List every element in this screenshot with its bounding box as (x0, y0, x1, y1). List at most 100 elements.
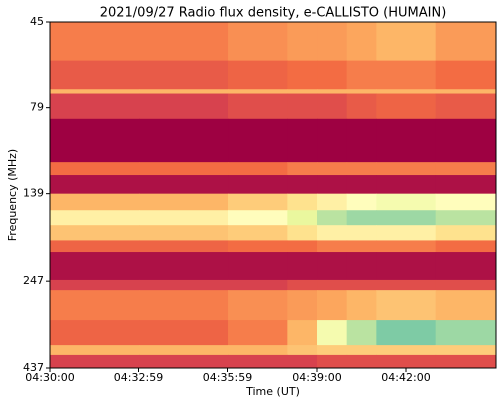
heatmap-cell (228, 162, 288, 176)
heatmap-cell (346, 320, 377, 346)
heatmap-cell (139, 290, 229, 321)
heatmap-cell (376, 290, 437, 321)
heatmap-cell (139, 210, 229, 226)
heatmap-cell (435, 193, 497, 211)
heatmap-cell (287, 320, 318, 346)
x-tick-label: 04:42:00 (381, 371, 430, 384)
heatmap-cell (346, 118, 377, 163)
heatmap-cell (376, 175, 437, 195)
heatmap-cell (346, 252, 377, 281)
heatmap-cell (228, 193, 288, 211)
heatmap-cell (287, 118, 318, 163)
heatmap-cell (435, 345, 497, 356)
heatmap-cell (346, 175, 377, 195)
heatmap-cell (50, 89, 140, 95)
heatmap-cell (376, 118, 437, 163)
heatmap-cell (228, 354, 288, 369)
heatmap-cell (287, 60, 318, 90)
heatmap-cell (228, 320, 288, 346)
heatmap-cell (228, 210, 288, 226)
heatmap-cell (435, 354, 497, 369)
heatmap-cell (376, 60, 437, 90)
heatmap-cell (287, 290, 318, 321)
heatmap-cell (346, 162, 377, 176)
heatmap-cell (317, 175, 348, 195)
heatmap-cell (346, 240, 377, 253)
heatmap-cell (435, 118, 497, 163)
heatmap-cell (50, 118, 140, 163)
y-tick-label: 79 (30, 101, 44, 114)
heatmap-cell (376, 89, 437, 95)
heatmap-cell (317, 22, 348, 62)
y-tick-label: 437 (23, 361, 44, 374)
heatmap-cell (139, 279, 229, 291)
heatmap-cell (317, 345, 348, 356)
heatmap-cell (435, 320, 497, 346)
heatmap-cell (139, 175, 229, 195)
heatmap-cell (139, 345, 229, 356)
heatmap-cell (50, 290, 140, 321)
heatmap-cell (346, 225, 377, 241)
heatmap-cell (346, 210, 377, 226)
heatmap-cell (346, 89, 377, 95)
heatmap-cell (287, 93, 318, 120)
heatmap-cell (376, 162, 437, 176)
plot-frame (49, 21, 497, 369)
heatmap-cell (287, 252, 318, 281)
x-tick-label: 04:35:59 (203, 371, 252, 384)
heatmap-cell (376, 252, 437, 281)
x-axis-label: Time (UT) (245, 385, 300, 398)
heatmap-cell (139, 89, 229, 95)
heatmap-cell (228, 345, 288, 356)
heatmap-cell (435, 290, 497, 321)
heatmap-cell (228, 89, 288, 95)
heatmap-cell (435, 162, 497, 176)
heatmap-cell (50, 240, 140, 253)
heatmap-cell (346, 193, 377, 211)
heatmap-cell (228, 60, 288, 90)
heatmap-cell (317, 225, 348, 241)
heatmap-cell (317, 118, 348, 163)
heatmap-cell (139, 22, 229, 62)
heatmap-cell (139, 240, 229, 253)
heatmap-cell (139, 162, 229, 176)
x-tick-label: 04:30:00 (25, 371, 74, 384)
heatmap-cell (317, 162, 348, 176)
heatmap-cell (376, 22, 437, 62)
heatmap-cell (317, 240, 348, 253)
heatmap-cell (139, 252, 229, 281)
heatmap-cell (346, 93, 377, 120)
heatmap-cell (139, 225, 229, 241)
heatmap-cell (287, 240, 318, 253)
heatmap-cell (50, 210, 140, 226)
heatmap-cell (228, 290, 288, 321)
heatmap-cell (228, 240, 288, 253)
heatmap-cell (50, 345, 140, 356)
heatmap-cell (435, 89, 497, 95)
heatmap-cell (317, 193, 348, 211)
heatmap-cell (317, 210, 348, 226)
heatmap-cell (139, 320, 229, 346)
heatmap-cell (50, 22, 140, 62)
heatmap-cell (50, 252, 140, 281)
heatmap-cell (435, 210, 497, 226)
y-tick-label: 247 (23, 274, 44, 287)
chart-title: 2021/09/27 Radio flux density, e-CALLIST… (100, 6, 447, 21)
heatmap-cell (287, 225, 318, 241)
heatmap-cell (317, 89, 348, 95)
heatmap-cell (376, 93, 437, 120)
heatmap-cell (50, 225, 140, 241)
heatmap-cell (346, 345, 377, 356)
heatmap-cell (287, 89, 318, 95)
heatmap-cell (228, 252, 288, 281)
heatmap-cell (50, 175, 140, 195)
heatmap-cell (376, 345, 437, 356)
heatmap-cell (346, 60, 377, 90)
heatmap-cell (228, 279, 288, 291)
heatmap-cell (346, 22, 377, 62)
heatmap-cell (317, 354, 348, 369)
y-tick-label: 139 (23, 187, 44, 200)
heatmap-cell (228, 225, 288, 241)
heatmap-cell (376, 279, 437, 291)
